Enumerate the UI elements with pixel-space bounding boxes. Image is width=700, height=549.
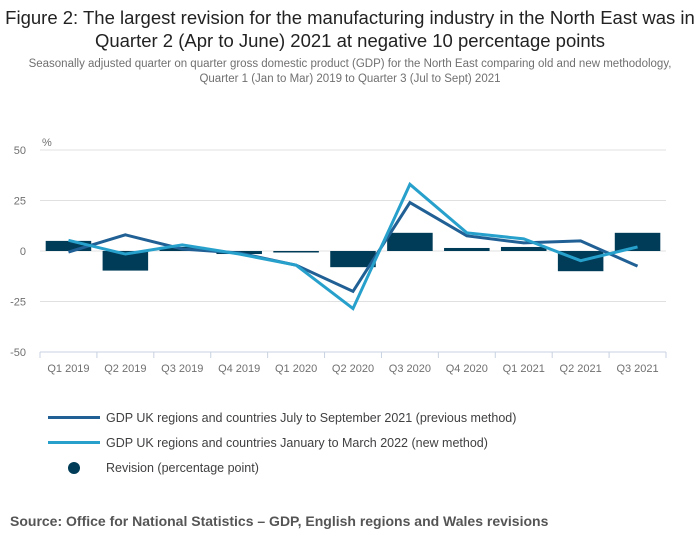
x-tick-label: Q3 2021 <box>616 363 658 375</box>
legend-item-new-method[interactable]: GDP UK regions and countries January to … <box>48 430 516 455</box>
revision-bar <box>45 240 92 251</box>
source-note: Source: Office for National Statistics –… <box>10 513 549 529</box>
x-tick-label: Q3 2020 <box>389 363 431 375</box>
series-lines <box>68 181 639 311</box>
y-tick-label: 0 <box>20 246 26 258</box>
legend-item-revision[interactable]: Revision (percentage point) <box>48 455 516 480</box>
y-tick-label: -25 <box>10 297 26 309</box>
legend-item-previous-method[interactable]: GDP UK regions and countries July to Sep… <box>48 405 516 430</box>
revision-bar <box>330 251 376 268</box>
revision-bar <box>273 251 319 253</box>
legend-line-icon <box>48 416 100 419</box>
legend-label: GDP UK regions and countries January to … <box>106 435 488 450</box>
revision-bar <box>102 251 149 271</box>
revision-bar <box>444 247 490 251</box>
x-tick-label: Q4 2020 <box>446 363 488 375</box>
x-axis: Q1 2019 Q2 2019 Q3 2019 Q4 2019 Q1 2020 Q2 20… <box>39 351 667 375</box>
y-tick-label: 25 <box>14 196 26 208</box>
legend-label: GDP UK regions and countries July to Sep… <box>106 410 517 425</box>
x-tick-label: Q2 2019 <box>104 363 146 375</box>
legend: GDP UK regions and countries July to Sep… <box>48 405 516 480</box>
x-tick-label: Q4 2019 <box>218 363 260 375</box>
x-tick-label: Q1 2020 <box>275 363 317 375</box>
y-tick-label: -50 <box>10 347 26 359</box>
new-method-line <box>68 181 638 311</box>
x-tick-label: Q2 2021 <box>560 363 602 375</box>
gridlines <box>40 149 666 302</box>
x-tick-label: Q1 2021 <box>503 363 545 375</box>
revision-bar <box>614 232 661 251</box>
chart-subtitle: Seasonally adjusted quarter on quarter g… <box>28 58 672 85</box>
revision-bar <box>387 232 433 251</box>
legend-dot-icon <box>68 461 80 474</box>
legend-line-icon <box>48 441 100 444</box>
chart-title: Figure 2: The largest revision for the m… <box>5 7 695 51</box>
legend-label: Revision (percentage point) <box>106 460 259 475</box>
x-tick-label: Q3 2019 <box>161 363 203 375</box>
chart-svg: 50 25 0 -25 -50 % Q1 2019 Q2 2019 Q3 2019 Q4 20… <box>10 137 667 375</box>
y-tick-label: 50 <box>14 145 26 157</box>
y-axis-unit-label: % <box>42 137 52 149</box>
y-tick-labels: 50 25 0 -25 -50 <box>10 145 26 359</box>
revision-bar <box>500 246 547 251</box>
x-tick-label: Q2 2020 <box>332 363 374 375</box>
previous-method-line <box>68 200 639 294</box>
x-tick-label: Q1 2019 <box>47 363 89 375</box>
